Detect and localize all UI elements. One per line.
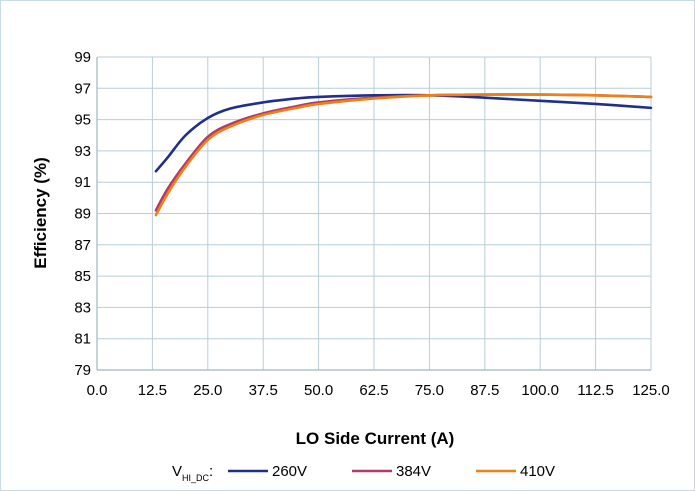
x-tick-label: 87.5 — [470, 382, 499, 399]
series-lines — [154, 93, 653, 217]
y-tick-label: 93 — [74, 143, 91, 160]
x-tick-label: 62.5 — [359, 382, 388, 399]
legend-title: VHI_DC: — [172, 463, 213, 483]
grid — [96, 56, 652, 371]
y-tick-label: 99 — [74, 49, 91, 66]
x-tick-label: 125.0 — [632, 382, 670, 399]
series-line-260v — [154, 93, 653, 173]
x-tick-label: 112.5 — [577, 382, 613, 399]
x-axis-label: LO Side Current (A) — [296, 429, 455, 448]
axes — [96, 57, 651, 371]
y-axis-label: Efficiency (%) — [31, 157, 50, 268]
legend: VHI_DC: 260V 384V 410V — [172, 463, 555, 483]
y-tick-label: 89 — [74, 206, 91, 223]
legend-label-384v: 384V — [396, 463, 431, 480]
y-tick-label: 79 — [74, 362, 91, 379]
y-tick-label: 85 — [74, 268, 91, 285]
y-tick-label: 97 — [74, 80, 91, 97]
x-tick-label: 100.0 — [521, 382, 559, 399]
y-tick-label: 91 — [74, 174, 91, 191]
y-tick-label: 87 — [74, 237, 91, 254]
x-tick-label: 0.0 — [87, 382, 108, 399]
x-tick-label: 37.5 — [249, 382, 278, 399]
y-tick-label: 81 — [74, 331, 91, 348]
x-tick-label: 50.0 — [304, 382, 333, 399]
tick-labels: 79 81 83 85 87 89 91 93 95 97 99 0.0 12.5 25.0 37.5 50.… — [74, 49, 669, 399]
legend-label-410v: 410V — [520, 463, 555, 480]
series-line-384v — [154, 93, 653, 212]
series-line-410v — [154, 93, 653, 217]
x-tick-label: 25.0 — [193, 382, 222, 399]
x-tick-label: 75.0 — [415, 382, 444, 399]
y-tick-label: 83 — [74, 299, 91, 316]
y-tick-label: 95 — [74, 112, 91, 129]
legend-label-260v: 260V — [272, 463, 307, 480]
x-tick-label: 12.5 — [138, 382, 167, 399]
